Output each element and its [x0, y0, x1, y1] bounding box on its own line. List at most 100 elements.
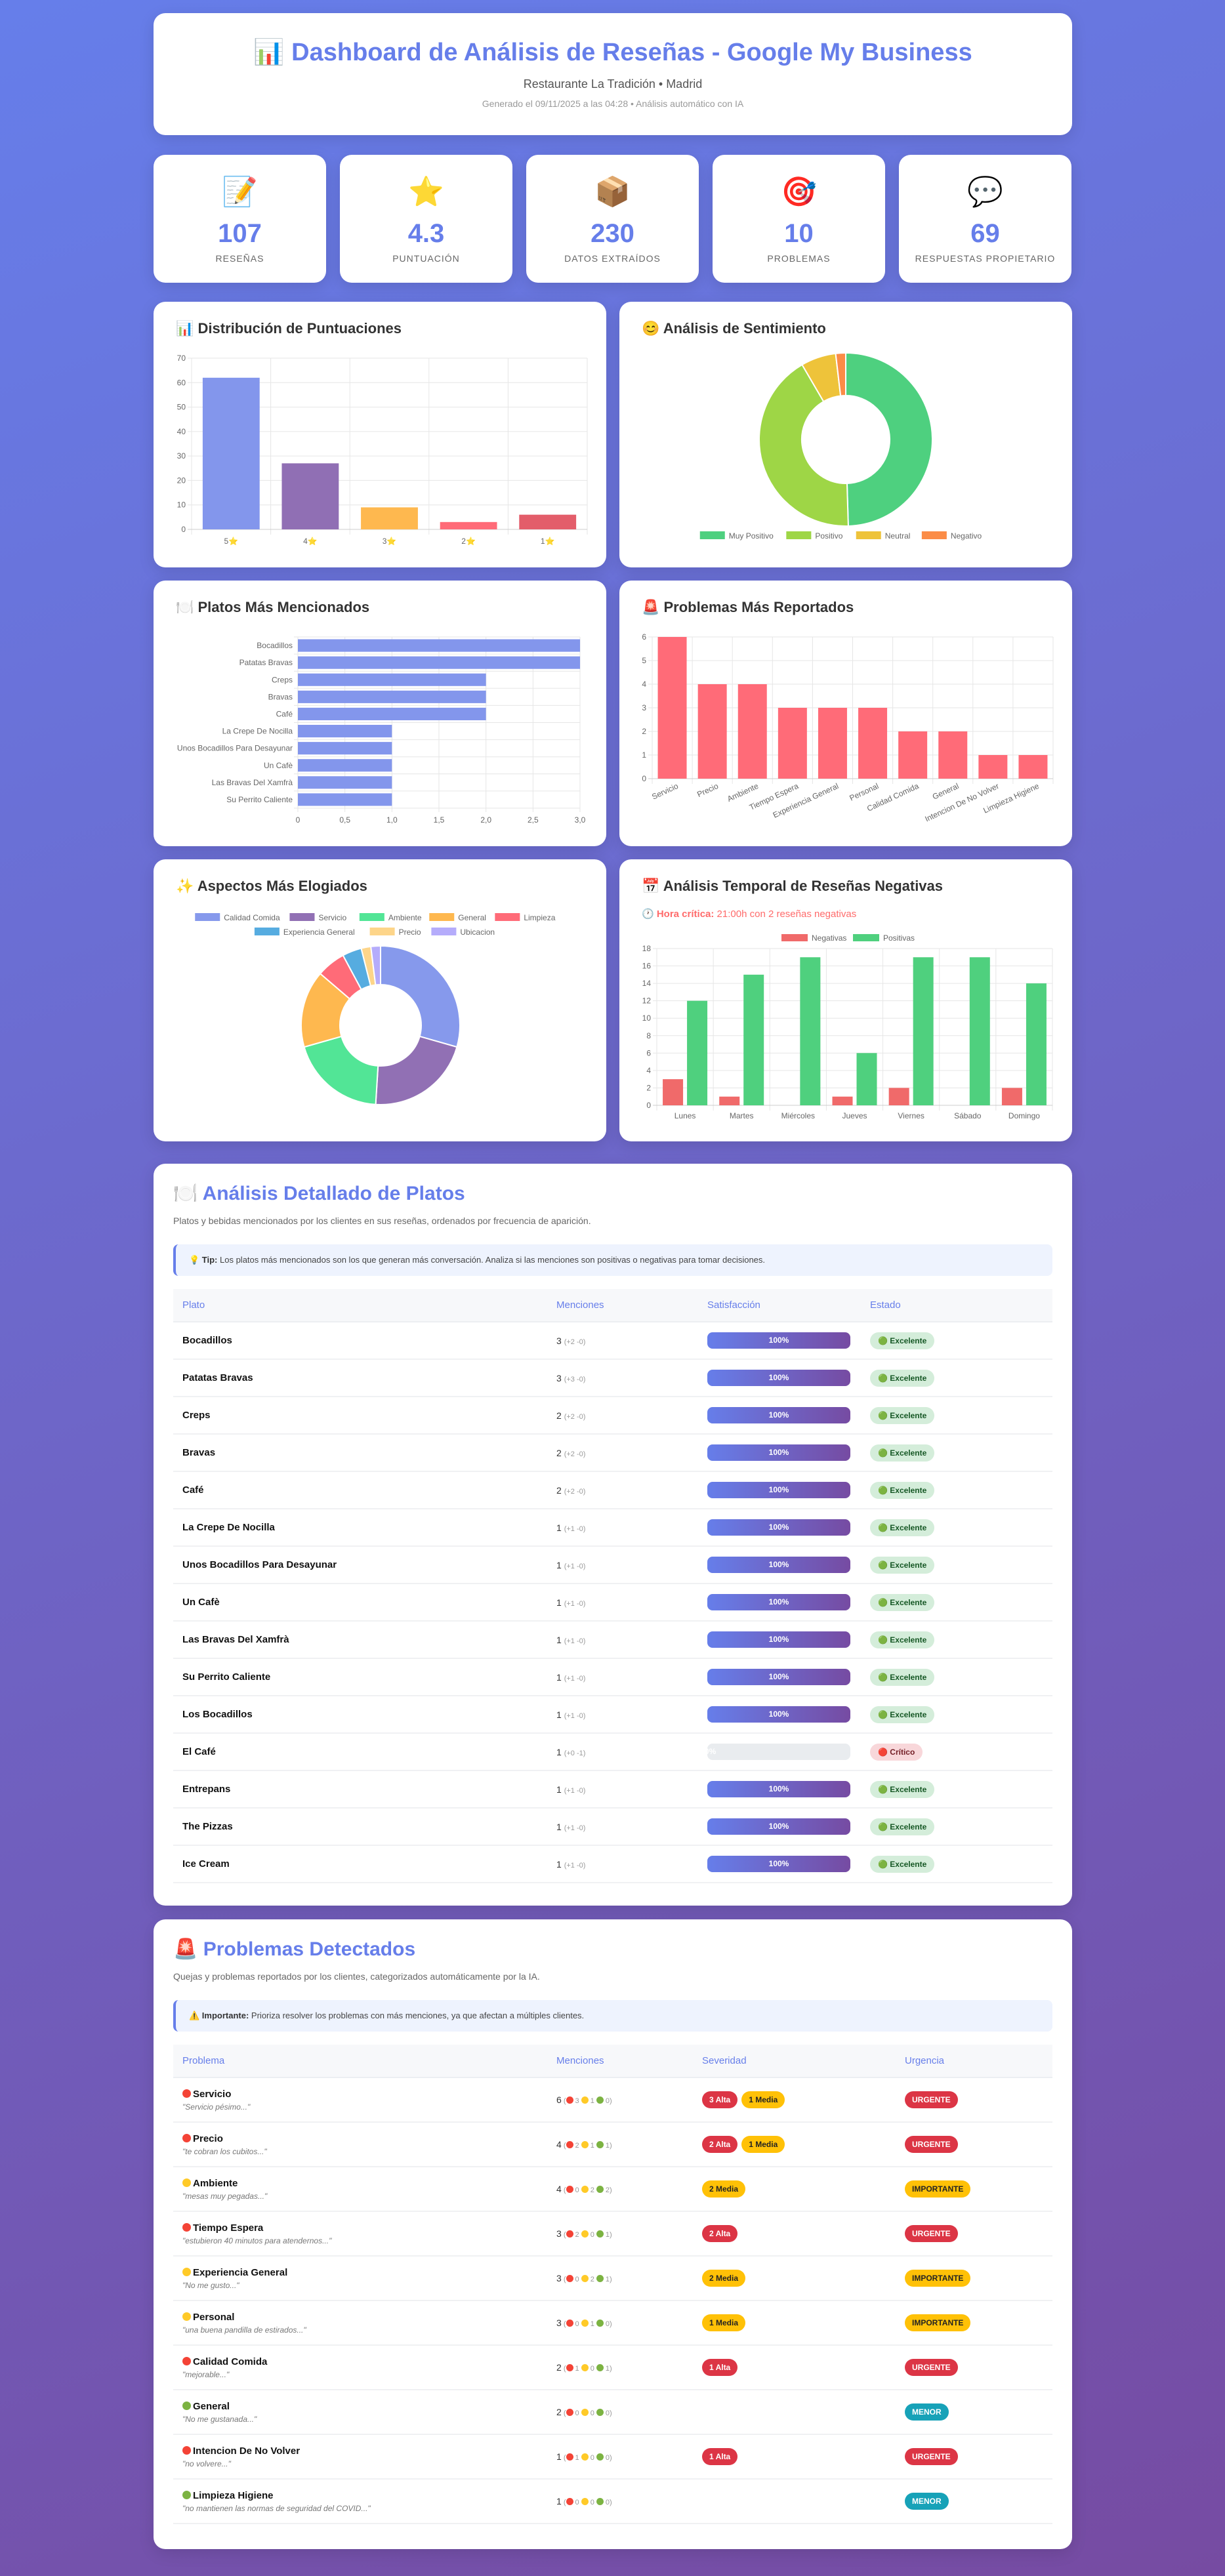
bar[interactable]	[778, 708, 807, 779]
bar[interactable]	[298, 639, 580, 652]
table-row[interactable]: Entrepans 1 (+1 -0) 100% 🟢 Excelente	[173, 1770, 1052, 1809]
col-plato[interactable]: Plato	[173, 1289, 547, 1322]
col-satisfaccion[interactable]: Satisfacción	[698, 1289, 861, 1322]
bar[interactable]	[818, 708, 847, 779]
bar[interactable]	[978, 755, 1008, 779]
legend-swatch[interactable]	[431, 928, 457, 935]
bar-negativas[interactable]	[888, 1088, 909, 1105]
legend-swatch[interactable]	[853, 934, 879, 941]
legend-swatch[interactable]	[781, 934, 808, 941]
bar-positivas[interactable]	[913, 957, 934, 1105]
legend-swatch[interactable]	[369, 928, 395, 935]
bar[interactable]	[737, 684, 767, 779]
bar[interactable]	[1018, 755, 1048, 779]
red-count: 0	[575, 2186, 579, 2194]
table-row[interactable]: Ice Cream 1 (+1 -0) 100% 🟢 Excelente	[173, 1845, 1052, 1883]
table-row[interactable]: Los Bocadillos 1 (+1 -0) 100% 🟢 Excelente	[173, 1696, 1052, 1734]
bar[interactable]	[657, 637, 687, 779]
table-row[interactable]: Limpieza Higiene "no mantienen las normas…	[173, 2479, 1052, 2524]
table-row[interactable]: Tiempo Espera "estubieron 40 minutos para…	[173, 2211, 1052, 2257]
stat-card-rating: ⭐ 4.3 Puntuación	[340, 155, 512, 283]
bar-negativas[interactable]	[719, 1096, 740, 1105]
bar[interactable]	[298, 656, 580, 669]
col-problema[interactable]: Problema	[173, 2045, 547, 2078]
bar-positivas[interactable]	[800, 957, 821, 1105]
satisfaction-percent: 100%	[768, 1597, 789, 1606]
table-row[interactable]: Café 2 (+2 -0) 100% 🟢 Excelente	[173, 1471, 1052, 1509]
table-row[interactable]: Bocadillos 3 (+2 -0) 100% 🟢 Excelente	[173, 1322, 1052, 1360]
dishes-table: Plato Menciones Satisfacción Estado Boca…	[173, 1289, 1052, 1883]
satisfaction-progress-bar: 100%	[707, 1781, 850, 1797]
legend-swatch[interactable]	[495, 913, 520, 921]
legend-swatch[interactable]	[289, 913, 315, 921]
table-row[interactable]: The Pizzas 1 (+1 -0) 100% 🟢 Excelente	[173, 1808, 1052, 1846]
bar[interactable]	[697, 684, 727, 779]
table-row[interactable]: Patatas Bravas 3 (+3 -0) 100% 🟢 Excelente	[173, 1359, 1052, 1397]
col-severidad[interactable]: Severidad	[693, 2045, 896, 2078]
bar[interactable]	[298, 759, 392, 772]
bar[interactable]	[298, 725, 392, 738]
legend-swatch[interactable]	[921, 531, 947, 539]
donut-slice[interactable]	[758, 363, 849, 527]
bar[interactable]	[898, 731, 928, 779]
legend-swatch[interactable]	[254, 928, 280, 935]
problem-cell: Personal "una buena pandilla de estirados…	[173, 2300, 547, 2346]
table-row[interactable]: Experiencia General "No me gusto..." 3 (0 …	[173, 2256, 1052, 2301]
bar[interactable]	[298, 690, 486, 703]
bar-positivas[interactable]	[1026, 983, 1047, 1105]
bar-positivas[interactable]	[743, 974, 764, 1105]
table-row[interactable]: Calidad Comida "mejorable..." 2 (1 0 1) 1 A…	[173, 2345, 1052, 2390]
table-row[interactable]: Un Cafè 1 (+1 -0) 100% 🟢 Excelente	[173, 1584, 1052, 1622]
bar[interactable]	[298, 673, 486, 686]
bar[interactable]	[281, 463, 339, 529]
legend-swatch[interactable]	[429, 913, 455, 921]
dish-name: Bocadillos	[173, 1322, 547, 1360]
bar[interactable]	[440, 521, 497, 529]
donut-slice[interactable]	[380, 945, 461, 1048]
bar[interactable]	[858, 708, 888, 779]
table-row[interactable]: Creps 2 (+2 -0) 100% 🟢 Excelente	[173, 1397, 1052, 1435]
table-row[interactable]: Las Bravas Del Xamfrà 1 (+1 -0) 100% 🟢 Exce…	[173, 1621, 1052, 1659]
bar-negativas[interactable]	[1001, 1088, 1022, 1105]
table-row[interactable]: General "No me gustanada..." 2 (0 0 0) MENO…	[173, 2390, 1052, 2435]
donut-slice[interactable]	[835, 352, 846, 397]
table-row[interactable]: Servicio "Servicio pésimo..." 6 (3 1 0) 3 A…	[173, 2077, 1052, 2123]
table-row[interactable]: La Crepe De Nocilla 1 (+1 -0) 100% 🟢 Excele…	[173, 1509, 1052, 1547]
bar-positivas[interactable]	[969, 957, 990, 1105]
legend-swatch[interactable]	[856, 531, 881, 539]
legend-swatch[interactable]	[786, 531, 812, 539]
donut-slice[interactable]	[375, 1035, 458, 1105]
col-menciones[interactable]: Menciones	[547, 2045, 693, 2078]
table-row[interactable]: Precio "te cobran los cubitos..." 4 (2 1 1…	[173, 2122, 1052, 2167]
table-row[interactable]: Personal "una buena pandilla de estirados…	[173, 2300, 1052, 2346]
bar[interactable]	[202, 377, 260, 529]
bar[interactable]	[298, 793, 392, 806]
col-urgencia[interactable]: Urgencia	[896, 2045, 1052, 2078]
table-row[interactable]: Unos Bocadillos Para Desayunar 1 (+1 -0) 1…	[173, 1546, 1052, 1584]
bar[interactable]	[298, 707, 486, 720]
bar[interactable]	[519, 514, 577, 529]
bar-positivas[interactable]	[687, 1000, 708, 1105]
table-row[interactable]: Su Perrito Caliente 1 (+1 -0) 100% 🟢 Excele…	[173, 1658, 1052, 1696]
legend-swatch[interactable]	[699, 531, 725, 539]
bar[interactable]	[298, 742, 392, 755]
bar-negativas[interactable]	[832, 1096, 853, 1105]
bar[interactable]	[938, 731, 968, 779]
bar-negativas[interactable]	[663, 1079, 684, 1105]
table-row[interactable]: Intencion De No Volver "no volvere..." 1 (…	[173, 2434, 1052, 2480]
table-row[interactable]: Ambiente "mesas muy pegadas..." 4 (0 2 2) 2…	[173, 2167, 1052, 2212]
col-menciones[interactable]: Menciones	[547, 1289, 698, 1322]
bar[interactable]	[298, 776, 392, 789]
legend-swatch[interactable]	[359, 913, 384, 921]
bar[interactable]	[361, 507, 418, 529]
satisfaction-progress-bar: 100%	[707, 1669, 850, 1685]
table-row[interactable]: Bravas 2 (+2 -0) 100% 🟢 Excelente	[173, 1434, 1052, 1472]
donut-slice[interactable]	[370, 945, 381, 986]
donut-slice[interactable]	[845, 352, 933, 527]
legend-swatch[interactable]	[195, 913, 220, 921]
bar-positivas[interactable]	[856, 1053, 877, 1105]
severity-cell: 1 Alta	[693, 2434, 896, 2480]
col-estado[interactable]: Estado	[861, 1289, 1052, 1322]
donut-slice[interactable]	[303, 1035, 379, 1105]
